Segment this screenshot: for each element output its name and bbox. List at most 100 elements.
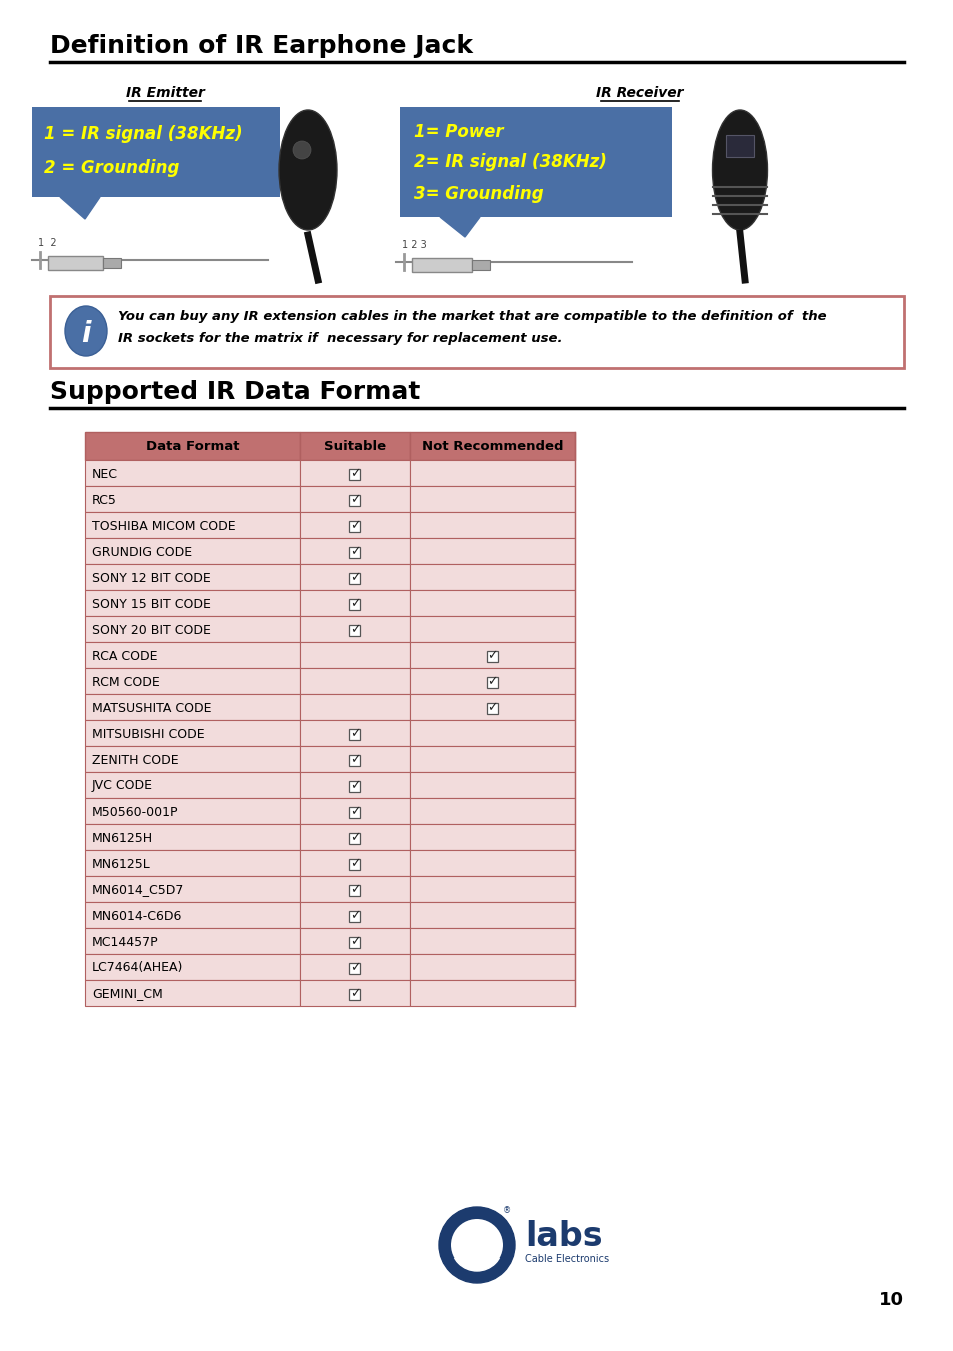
Text: RC5: RC5 (91, 493, 117, 507)
Text: ✓: ✓ (487, 676, 497, 689)
Bar (349, 858, 360, 870)
Text: MC14457P: MC14457P (91, 935, 158, 948)
Bar (410, 720, 575, 746)
Bar (299, 720, 410, 746)
Text: ✓: ✓ (350, 884, 360, 897)
Bar (486, 677, 497, 688)
Text: ✓: ✓ (350, 858, 360, 870)
Bar (349, 807, 360, 817)
Bar (299, 616, 410, 642)
Bar (349, 469, 360, 480)
Bar (48, 255, 103, 270)
Bar (349, 598, 360, 609)
Bar (349, 754, 360, 766)
Bar (299, 459, 410, 486)
Bar (299, 771, 410, 798)
Bar (299, 746, 410, 771)
Bar (410, 616, 575, 642)
Text: IR Receiver: IR Receiver (596, 86, 683, 100)
Text: ✓: ✓ (350, 909, 360, 923)
Bar (486, 650, 497, 662)
Text: 1= Power: 1= Power (414, 123, 503, 141)
Bar (85, 798, 299, 824)
Text: ✓: ✓ (350, 597, 360, 611)
Bar (85, 720, 299, 746)
Bar (410, 432, 575, 459)
Polygon shape (439, 218, 479, 236)
Text: ✓: ✓ (350, 805, 360, 819)
Bar (85, 694, 299, 720)
Bar (299, 590, 410, 616)
Text: MN6125L: MN6125L (91, 858, 151, 870)
Bar (472, 259, 490, 270)
Bar (410, 979, 575, 1006)
Text: M50560-001P: M50560-001P (91, 805, 178, 819)
Text: RCM CODE: RCM CODE (91, 676, 159, 689)
Text: 2= IR signal (38KHz): 2= IR signal (38KHz) (414, 153, 606, 172)
Bar (349, 494, 360, 505)
Ellipse shape (65, 305, 107, 357)
FancyBboxPatch shape (32, 107, 280, 197)
Bar (410, 538, 575, 563)
Bar (349, 520, 360, 531)
Text: JVC CODE: JVC CODE (91, 780, 152, 793)
Text: ✓: ✓ (350, 493, 360, 507)
Text: ✓: ✓ (350, 546, 360, 558)
Text: ✓: ✓ (350, 520, 360, 532)
Bar (299, 667, 410, 694)
Bar (410, 667, 575, 694)
Ellipse shape (278, 109, 336, 230)
Text: 10: 10 (878, 1292, 903, 1309)
Bar (85, 563, 299, 590)
Bar (349, 936, 360, 947)
Bar (85, 432, 299, 459)
Text: MN6014-C6D6: MN6014-C6D6 (91, 909, 182, 923)
Bar (410, 590, 575, 616)
Bar (349, 728, 360, 739)
Text: ✓: ✓ (487, 650, 497, 662)
Bar (299, 954, 410, 979)
Bar (410, 928, 575, 954)
Bar (410, 850, 575, 875)
Text: MN6014_C5D7: MN6014_C5D7 (91, 884, 184, 897)
Bar (349, 624, 360, 635)
Bar (410, 824, 575, 850)
Bar (85, 928, 299, 954)
Text: Not Recommended: Not Recommended (421, 440, 562, 454)
Bar (299, 798, 410, 824)
Bar (299, 979, 410, 1006)
Bar (299, 824, 410, 850)
Text: GRUNDIG CODE: GRUNDIG CODE (91, 546, 192, 558)
Polygon shape (60, 197, 100, 219)
Text: 1 = IR signal (38KHz): 1 = IR signal (38KHz) (44, 126, 242, 143)
Text: SONY 20 BIT CODE: SONY 20 BIT CODE (91, 624, 211, 636)
Bar (725, 135, 753, 157)
Bar (410, 746, 575, 771)
Text: ✓: ✓ (350, 831, 360, 844)
Bar (85, 824, 299, 850)
Text: ✓: ✓ (350, 467, 360, 481)
Text: NEC: NEC (91, 467, 118, 481)
Text: ZENITH CODE: ZENITH CODE (91, 754, 178, 766)
Text: MN6125H: MN6125H (91, 831, 153, 844)
Bar (349, 911, 360, 921)
Text: Suitable: Suitable (324, 440, 386, 454)
Bar (410, 694, 575, 720)
Bar (349, 547, 360, 558)
Bar (410, 563, 575, 590)
Text: TOSHIBA MICOM CODE: TOSHIBA MICOM CODE (91, 520, 235, 532)
Bar (410, 486, 575, 512)
Bar (85, 486, 299, 512)
Text: MITSUBISHI CODE: MITSUBISHI CODE (91, 727, 204, 740)
Text: ✓: ✓ (350, 988, 360, 1001)
Text: ✓: ✓ (350, 624, 360, 636)
Bar (299, 486, 410, 512)
Text: i: i (81, 320, 91, 349)
Text: e: e (461, 1231, 482, 1259)
Bar (410, 642, 575, 667)
Text: GEMINI_CM: GEMINI_CM (91, 988, 163, 1001)
Bar (85, 954, 299, 979)
Text: ✓: ✓ (350, 571, 360, 585)
Bar (85, 512, 299, 538)
Bar (349, 832, 360, 843)
